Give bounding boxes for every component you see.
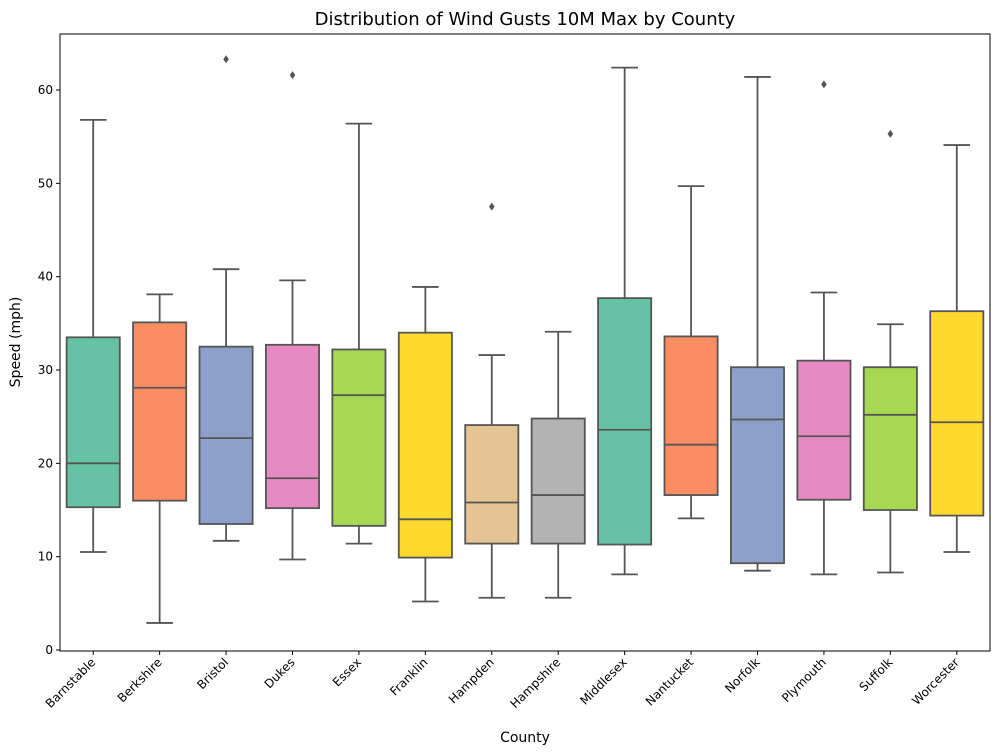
x-tick-label: Barnstable <box>43 655 99 711</box>
box-nantucket <box>663 185 719 520</box>
x-tick-label: Dukes <box>262 655 298 691</box>
box-worcester <box>929 144 985 553</box>
x-tick-label: Berkshire <box>115 655 165 705</box>
y-tick-label: 0 <box>45 643 53 657</box>
box-hampden <box>464 202 520 599</box>
box-iqr <box>464 424 520 545</box>
x-axis: Barnstable Berkshire Bristol Dukes Essex Fran… <box>43 651 962 711</box>
box-franklin <box>397 286 453 603</box>
box-iqr <box>198 345 254 525</box>
box-plot-series <box>65 55 985 624</box>
x-tick-label: Suffolk <box>856 655 895 694</box>
box-iqr <box>730 366 785 565</box>
box-berkshire <box>132 293 188 624</box>
x-tick-label: Worcester <box>909 655 962 708</box>
box-iqr <box>862 366 918 511</box>
x-tick-label: Plymouth <box>779 655 829 705</box>
y-tick-label: 40 <box>38 270 53 284</box>
box-iqr <box>796 359 852 501</box>
outlier-point <box>289 71 296 80</box>
outlier-point <box>223 55 229 64</box>
chart-title: Distribution of Wind Gusts 10M Max by Co… <box>315 9 736 30</box>
box-barnstable <box>65 118 121 553</box>
box-iqr <box>597 297 653 546</box>
box-iqr <box>265 343 320 510</box>
x-tick-label: Middlesex <box>577 655 629 707</box>
y-tick-label: 30 <box>38 363 53 377</box>
outlier-point <box>488 202 495 211</box>
box-norfolk <box>730 76 785 572</box>
box-iqr <box>132 321 188 502</box>
plot-area-frame <box>59 33 991 652</box>
box-iqr <box>65 336 121 509</box>
box-bristol <box>198 55 254 542</box>
x-axis-label: County <box>500 730 550 746</box>
x-tick-label: Hampden <box>446 655 497 706</box>
x-tick-label: Nantucket <box>643 655 697 709</box>
y-axis-label: Speed (mph) <box>8 297 24 388</box>
outlier-point <box>887 129 894 138</box>
y-tick-label: 50 <box>38 176 53 190</box>
box-plymouth <box>796 80 852 576</box>
box-hampshire <box>530 330 586 599</box>
box-iqr <box>530 417 586 545</box>
x-tick-label: Bristol <box>194 655 231 692</box>
box-essex <box>331 122 387 545</box>
box-dukes <box>265 71 320 561</box>
y-tick-label: 10 <box>38 550 53 564</box>
outlier-point <box>821 80 827 89</box>
x-tick-label: Hampshire <box>508 655 564 711</box>
x-tick-label: Franklin <box>387 655 430 698</box>
box-suffolk <box>862 129 918 574</box>
box-iqr <box>929 310 985 517</box>
box-middlesex <box>597 66 653 576</box>
y-tick-label: 20 <box>38 456 53 470</box>
box-iqr <box>663 335 719 496</box>
x-tick-label: Essex <box>330 655 364 689</box>
x-tick-label: Norfolk <box>722 655 762 695</box>
box-iqr <box>331 348 387 527</box>
y-tick-label: 60 <box>38 83 53 97</box>
box-iqr <box>397 331 453 559</box>
y-axis: 0 10 20 30 40 50 60 <box>38 83 60 657</box>
